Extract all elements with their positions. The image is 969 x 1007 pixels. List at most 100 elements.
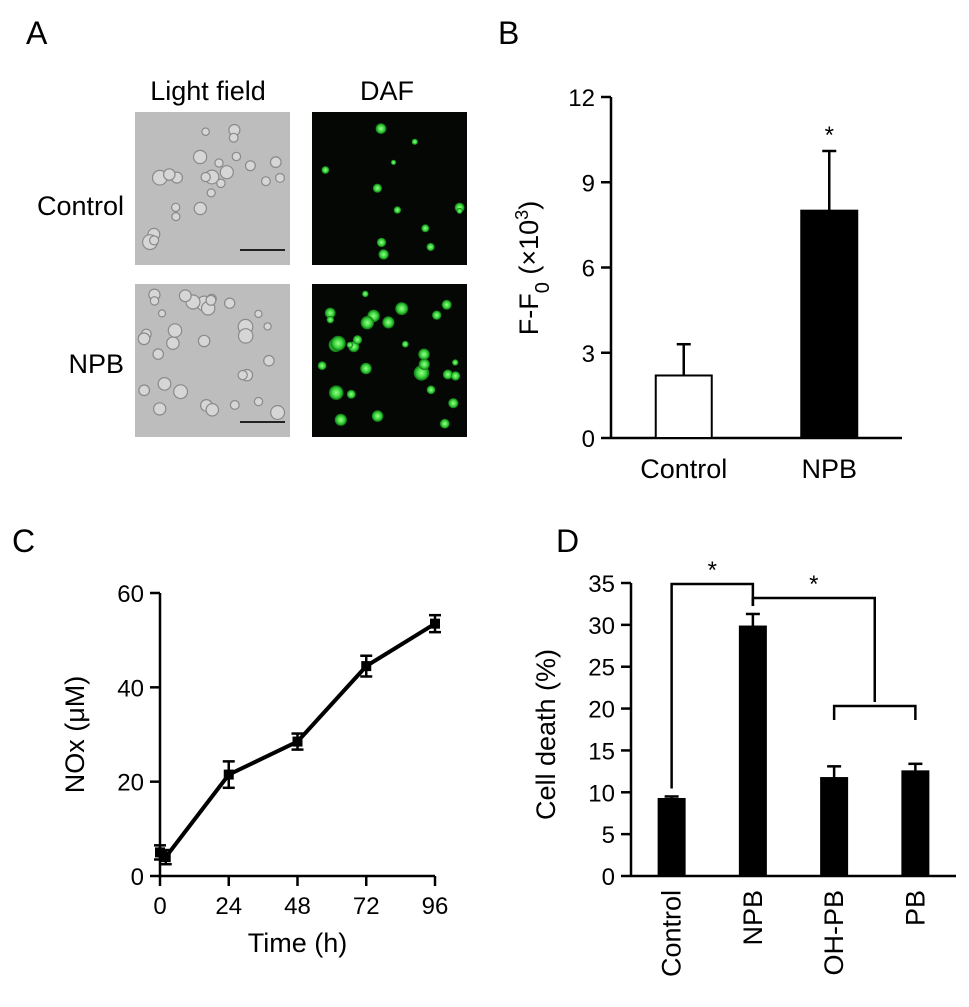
panel-c: C 0 20 40 60 0 24 48 72 96 Time (h) NOx (μM)	[12, 523, 448, 958]
bar-oh-pb	[820, 777, 849, 877]
y-tick-label: 20	[117, 770, 144, 797]
cell	[228, 132, 239, 143]
cell	[157, 309, 167, 318]
cell	[205, 402, 220, 417]
micrograph-daf-npb	[312, 284, 467, 437]
fluorescent-cell	[321, 166, 330, 174]
x-tick-label: 72	[353, 893, 380, 920]
micrograph-light-npb	[135, 284, 290, 437]
x-tick-label: OH-PB	[819, 890, 849, 976]
cell	[244, 160, 256, 172]
y-tick-label: 20	[588, 697, 615, 724]
bar-npb	[800, 209, 859, 439]
chart-d: 0 5 10 15 20 25 30 35 Control NPB OH-PB PB * * Cell de…	[531, 557, 956, 977]
x-axis-label: Time (h)	[248, 928, 348, 958]
fluorescent-cell	[372, 183, 382, 193]
panel-letter-a: A	[26, 15, 48, 51]
cell	[157, 377, 172, 391]
cell	[192, 149, 208, 165]
y-tick-label: 15	[588, 738, 615, 765]
fluorescent-cell	[317, 361, 327, 371]
panel-letter-c: C	[12, 523, 35, 559]
cell	[152, 348, 164, 360]
cell	[237, 328, 254, 344]
column-label-light-field: Light field	[150, 76, 266, 106]
fluorescent-cell	[378, 249, 389, 260]
panel-a: A Light field DAF Control NPB	[26, 15, 467, 437]
fluorescent-cell	[376, 237, 387, 248]
y-tick-label: 3	[582, 341, 595, 368]
y-tick-label: 60	[117, 581, 144, 608]
y-tick-label: 40	[117, 675, 144, 702]
column-label-daf: DAF	[360, 76, 414, 106]
cell	[200, 171, 211, 183]
fluorescent-cell	[426, 385, 436, 395]
bar-npb	[738, 625, 767, 877]
panel-d: D 0 5 10 15 20 25 30 35 Control NPB OH-PB PB * * Cell …	[531, 523, 956, 977]
cell	[137, 332, 151, 346]
y-tick-label: 0	[582, 426, 595, 453]
bar-control	[657, 797, 686, 877]
x-tick-label: Control	[640, 454, 727, 484]
data-point	[223, 769, 234, 780]
data-point	[292, 736, 303, 747]
cell	[275, 172, 286, 183]
fluorescent-cell	[360, 316, 374, 330]
fluorescent-cell	[328, 385, 344, 401]
cell	[229, 400, 240, 411]
chart-c: 0 20 40 60 0 24 48 72 96 Time (h) NOx (μM)	[60, 581, 448, 958]
significance-bracket	[670, 582, 755, 789]
cell	[263, 322, 272, 331]
cell	[237, 369, 248, 381]
cell	[263, 354, 275, 367]
y-tick-label: 10	[588, 780, 615, 807]
fluorescent-cell	[346, 341, 354, 349]
cell	[260, 176, 271, 187]
chart-b: 0 3 6 9 12 Control NPB *	[568, 85, 902, 484]
cell	[163, 168, 176, 181]
x-tick-label: 0	[153, 893, 166, 920]
cell	[253, 396, 264, 407]
fluorescent-cell	[450, 371, 461, 381]
data-point	[155, 847, 165, 858]
y-tick-label: 12	[568, 85, 595, 112]
fluorescent-cell	[362, 290, 369, 298]
y-tick-label: 6	[582, 256, 595, 283]
cell	[138, 384, 151, 397]
fluorescent-cell	[418, 348, 430, 361]
cell	[206, 188, 216, 198]
cell	[254, 309, 263, 319]
cell	[167, 323, 183, 338]
y-tick-label: 9	[582, 170, 595, 197]
fluorescent-cell	[421, 224, 430, 233]
y-tick-label: 35	[588, 571, 615, 598]
bar-pb	[901, 770, 930, 877]
cell	[219, 165, 234, 180]
fluorescent-cell	[375, 123, 387, 134]
y-axis-label: NOx (μM)	[60, 676, 90, 794]
cell	[205, 294, 217, 306]
fluorescent-cell	[442, 369, 453, 380]
cell	[173, 384, 189, 400]
fluorescent-cell	[382, 316, 395, 329]
cell	[166, 336, 180, 350]
fluorescent-cell	[418, 358, 430, 370]
row-label-npb: NPB	[68, 349, 124, 379]
chart-b-y-label: F-F0 (×103)	[512, 201, 554, 335]
cell	[214, 158, 224, 168]
fluorescent-cell	[390, 159, 397, 165]
y-tick-label: 0	[602, 864, 615, 891]
cell	[171, 212, 181, 222]
micrograph-light-control	[135, 112, 290, 265]
significance-bracket	[832, 704, 917, 720]
fluorescent-cell	[393, 206, 402, 214]
fluorescent-cell	[426, 242, 435, 252]
data-point	[361, 661, 372, 672]
data-point	[160, 852, 171, 863]
x-tick-label: Control	[657, 890, 687, 977]
y-axis-label: Cell death (%)	[531, 649, 561, 820]
fluorescent-cell	[452, 359, 459, 366]
micrograph-daf-control	[312, 112, 467, 265]
y-tick-label: 25	[588, 655, 615, 682]
cell	[170, 202, 181, 213]
